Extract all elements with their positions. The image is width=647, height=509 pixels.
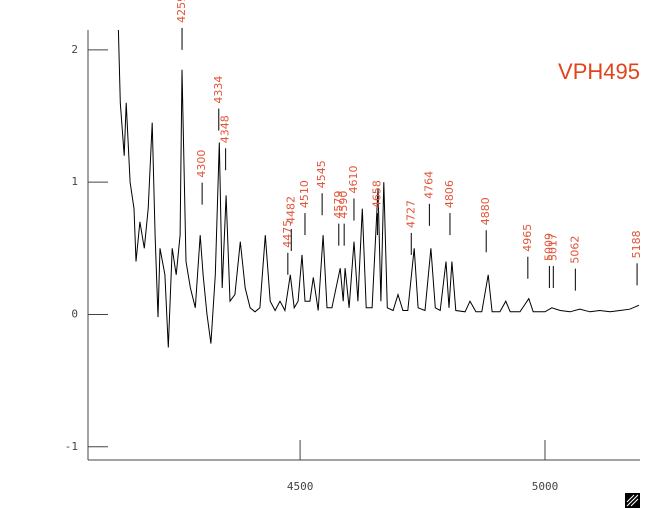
corner-icon [625, 493, 640, 508]
x-tick-label: 5000 [532, 480, 559, 493]
annotation-label: 4482 [284, 196, 297, 224]
annotation-label: 4806 [443, 180, 456, 208]
spectrum-line [117, 29, 640, 348]
annotation-label: 4475 [281, 220, 294, 248]
y-tick-label: 2 [71, 43, 78, 56]
annotation-label: 4610 [347, 166, 360, 194]
annotation-label: 5188 [630, 230, 643, 258]
annotation-label: 4348 [219, 115, 232, 143]
annotation-label: 4727 [404, 200, 417, 228]
annotation-label: 5017 [546, 233, 559, 261]
annotation-label: 4334 [212, 76, 225, 104]
annotation-label: 4510 [298, 180, 311, 208]
y-tick-label: 0 [71, 307, 78, 320]
annotation-label: 4545 [315, 160, 328, 188]
annotation-label: 5062 [568, 236, 581, 264]
y-tick-label: -1 [65, 440, 78, 453]
annotation-label: 5009 [542, 233, 555, 261]
annotation-label: 4965 [521, 224, 534, 252]
chart-title: VPH495 [558, 59, 640, 84]
annotation-label: 4658 [370, 180, 383, 208]
annotation-label: 4300 [195, 150, 208, 178]
annotation-label: 4880 [479, 197, 492, 225]
y-tick-label: 1 [71, 175, 78, 188]
annotation-label: 4590 [337, 191, 350, 219]
annotation-label: 4764 [422, 171, 435, 199]
annotation-label: 4579 [332, 191, 345, 219]
x-tick-label: 4500 [287, 480, 314, 493]
annotation-label: 4259 [175, 0, 188, 23]
